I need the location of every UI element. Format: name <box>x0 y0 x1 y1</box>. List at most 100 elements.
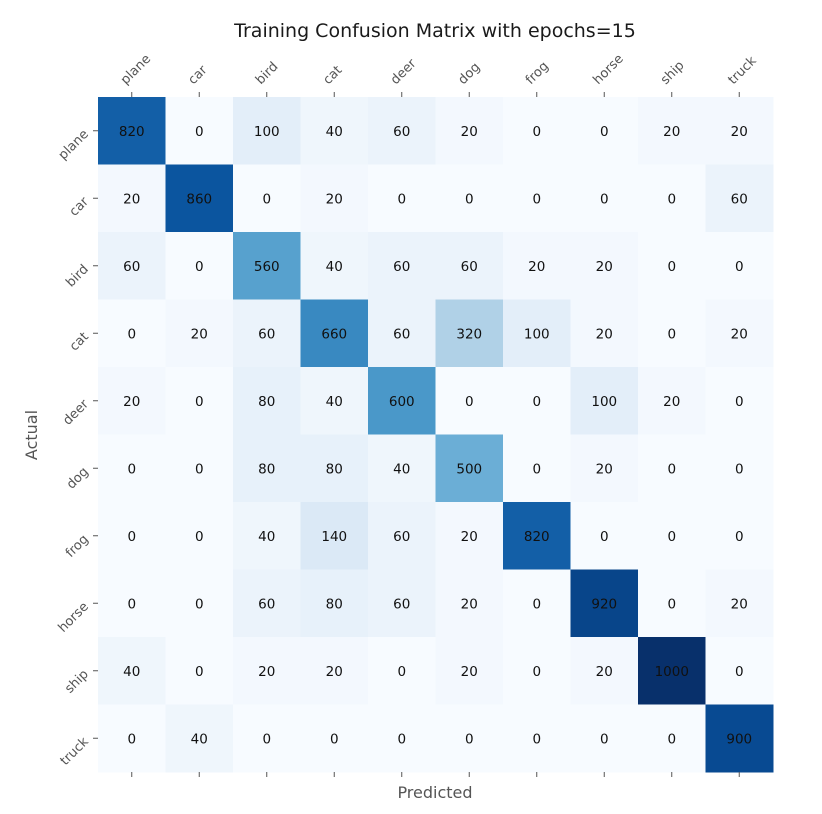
x-tick-label-cat: cat <box>320 63 345 88</box>
cell-value-label: 0 <box>667 461 676 477</box>
heatmap-cell-cat-truck <box>705 299 774 368</box>
heatmap-cell-truck-horse <box>570 704 639 773</box>
heatmap-cell-car-car <box>165 164 234 233</box>
cell-value-label: 60 <box>393 259 410 275</box>
heatmap-cell-deer-dog <box>435 367 504 435</box>
cell-value-label: 0 <box>667 529 676 545</box>
heatmap-cell-ship-dog <box>435 637 504 705</box>
cell-value-label: 40 <box>123 664 140 680</box>
heatmap-cell-bird-frog <box>503 232 571 300</box>
heatmap-cell-plane-car <box>165 97 234 165</box>
heatmap-cell-car-dog <box>435 164 504 233</box>
y-axis-label: Actual <box>22 410 41 460</box>
heatmap-cell-car-deer <box>368 164 436 233</box>
y-tick-label-truck: truck <box>58 734 93 769</box>
heatmap-cell-dog-ship <box>638 434 706 503</box>
x-tick-label-car: car <box>185 62 211 88</box>
cell-value-label: 0 <box>667 596 676 612</box>
heatmap-cell-deer-ship <box>638 367 706 435</box>
cell-value-label: 0 <box>127 596 136 612</box>
cell-value-label: 0 <box>667 731 676 747</box>
heatmap-cell-truck-dog <box>435 704 504 773</box>
heatmap-cell-bird-horse <box>570 232 639 300</box>
cell-value-label: 100 <box>524 326 550 342</box>
heatmap-cell-dog-horse <box>570 434 639 503</box>
heatmap-cell-plane-dog <box>435 97 504 165</box>
cell-value-label: 0 <box>532 191 541 207</box>
heatmap-cell-bird-bird <box>233 232 301 300</box>
heatmap-cell-bird-truck <box>705 232 774 300</box>
heatmap-cell-horse-frog <box>503 569 571 638</box>
heatmap-cell-deer-car <box>165 367 234 435</box>
heatmap-cell-car-frog <box>503 164 571 233</box>
heatmap-cell-frog-bird <box>233 502 301 570</box>
cell-value-label: 20 <box>731 326 748 342</box>
heatmap-cell-frog-truck <box>705 502 774 570</box>
cell-value-label: 0 <box>735 461 744 477</box>
cell-value-label: 0 <box>330 731 339 747</box>
cell-value-label: 20 <box>663 394 680 410</box>
x-tick-label-horse: horse <box>590 52 626 88</box>
cell-value-label: 0 <box>195 461 204 477</box>
cell-value-label: 0 <box>600 124 609 140</box>
cell-value-label: 80 <box>258 394 275 410</box>
heatmap-cell-truck-deer <box>368 704 436 773</box>
heatmap-cell-plane-bird <box>233 97 301 165</box>
cell-value-label: 0 <box>667 326 676 342</box>
cell-value-label: 20 <box>596 664 613 680</box>
cell-value-label: 0 <box>667 259 676 275</box>
cell-value-label: 20 <box>191 326 208 342</box>
x-axis-label: Predicted <box>397 783 472 802</box>
x-tick-label-deer: deer <box>388 56 420 88</box>
y-tick-label-bird: bird <box>63 262 91 290</box>
cell-value-label: 0 <box>195 124 204 140</box>
cell-value-label: 0 <box>532 461 541 477</box>
cell-value-label: 0 <box>667 191 676 207</box>
y-tick-label-horse: horse <box>56 599 92 635</box>
heatmap-cell-dog-car <box>165 434 234 503</box>
heatmap-cell-cat-dog <box>435 299 504 368</box>
y-tick-label-car: car <box>67 194 93 220</box>
heatmap-cell-deer-bird <box>233 367 301 435</box>
cell-value-label: 60 <box>393 596 410 612</box>
cell-value-label: 920 <box>591 596 617 612</box>
cell-value-label: 20 <box>461 664 478 680</box>
heatmap-cell-car-truck <box>705 164 774 233</box>
cell-value-label: 40 <box>393 461 410 477</box>
heatmap-cell-ship-ship <box>638 637 706 705</box>
heatmap-cell-frog-deer <box>368 502 436 570</box>
cell-value-label: 0 <box>465 731 474 747</box>
heatmap-cell-frog-frog <box>503 502 571 570</box>
cell-value-label: 0 <box>195 529 204 545</box>
cell-value-label: 0 <box>127 326 136 342</box>
cell-value-label: 0 <box>127 731 136 747</box>
cell-value-label: 60 <box>731 191 748 207</box>
y-tick-label-deer: deer <box>60 397 92 429</box>
heatmap-cell-cat-deer <box>368 299 436 368</box>
heatmap-cell-truck-frog <box>503 704 571 773</box>
heatmap-cell-car-plane <box>98 164 166 233</box>
cell-value-label: 0 <box>195 259 204 275</box>
heatmap-cell-truck-plane <box>98 704 166 773</box>
heatmap-cell-horse-ship <box>638 569 706 638</box>
cell-value-label: 860 <box>186 191 212 207</box>
cell-value-label: 0 <box>127 461 136 477</box>
cell-value-label: 0 <box>127 529 136 545</box>
heatmap-cell-plane-plane <box>98 97 166 165</box>
heatmap-cell-truck-cat <box>300 704 369 773</box>
heatmap-cell-ship-frog <box>503 637 571 705</box>
heatmap-cell-cat-frog <box>503 299 571 368</box>
cell-value-label: 60 <box>258 326 275 342</box>
cell-value-label: 140 <box>321 529 347 545</box>
heatmap-cell-car-horse <box>570 164 639 233</box>
cell-value-label: 60 <box>393 326 410 342</box>
heatmap-cell-ship-horse <box>570 637 639 705</box>
cell-value-label: 40 <box>258 529 275 545</box>
y-tick-label-ship: ship <box>62 667 92 697</box>
heatmap-cell-plane-deer <box>368 97 436 165</box>
heatmap-cell-cat-horse <box>570 299 639 368</box>
heatmap-cell-frog-car <box>165 502 234 570</box>
heatmap-cell-horse-truck <box>705 569 774 638</box>
cell-value-label: 900 <box>726 731 752 747</box>
